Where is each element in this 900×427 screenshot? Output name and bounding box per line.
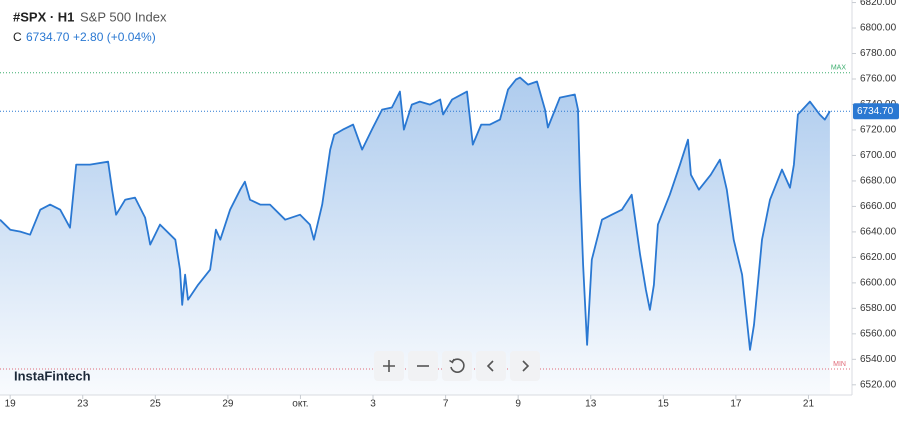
scroll-left-button[interactable] xyxy=(476,351,506,381)
y-tick-label: 6680.00 xyxy=(860,176,897,187)
y-tick-label: 6820.00 xyxy=(860,0,897,8)
y-tick-label: 6720.00 xyxy=(860,125,897,136)
x-tick-label: 29 xyxy=(222,399,234,410)
x-tick-label: 15 xyxy=(658,399,670,410)
y-tick-label: 6560.00 xyxy=(860,328,897,339)
symbol: #SPX · H1 xyxy=(13,9,74,24)
y-tick-label: 6700.00 xyxy=(860,150,897,161)
reference-label: MIN xyxy=(833,361,846,368)
instrument-name: S&P 500 Index xyxy=(80,9,167,24)
y-tick-label: 6760.00 xyxy=(860,74,897,85)
minus-icon xyxy=(417,365,429,367)
change: +2.80 (+0.04%) xyxy=(73,30,156,44)
reference-label: MAX xyxy=(831,65,847,72)
close-prefix: C xyxy=(13,30,22,44)
y-tick-label: 6620.00 xyxy=(860,252,897,263)
y-tick-label: 6520.00 xyxy=(860,379,897,390)
y-tick-label: 6580.00 xyxy=(860,303,897,314)
x-tick-label: 23 xyxy=(77,399,89,410)
x-tick-label: 19 xyxy=(5,399,17,410)
x-tick-label: 7 xyxy=(443,399,449,410)
y-tick-label: 6800.00 xyxy=(860,23,897,34)
reset-button[interactable] xyxy=(442,351,472,381)
right-icon xyxy=(522,360,530,372)
y-tick-label: 6780.00 xyxy=(860,48,897,59)
y-tick-label: 6640.00 xyxy=(860,227,897,238)
x-tick-label: 25 xyxy=(150,399,162,410)
reset-icon xyxy=(449,358,465,373)
y-tick-label: 6600.00 xyxy=(860,278,897,289)
y-tick-label: 6660.00 xyxy=(860,201,897,212)
x-tick-label: окт. xyxy=(292,399,308,410)
brand: InstaFintech xyxy=(14,368,91,383)
close-value: 6734.70 xyxy=(26,30,70,44)
x-tick-label: 13 xyxy=(585,399,597,410)
x-tick-label: 17 xyxy=(730,399,742,410)
plus-icon xyxy=(383,360,395,372)
left-icon xyxy=(486,360,494,372)
x-tick-label: 21 xyxy=(803,399,815,410)
y-tick-label: 6540.00 xyxy=(860,354,897,365)
price-tag xyxy=(853,103,899,120)
x-tick-label: 9 xyxy=(515,399,521,410)
scroll-right-button[interactable] xyxy=(510,351,540,381)
zoom-in-button[interactable] xyxy=(374,351,404,381)
zoom-out-button[interactable] xyxy=(408,351,438,381)
price-line xyxy=(0,76,831,351)
x-tick-label: 3 xyxy=(370,399,376,410)
area xyxy=(0,77,830,395)
price-tag-label: 6734.70 xyxy=(857,106,894,117)
